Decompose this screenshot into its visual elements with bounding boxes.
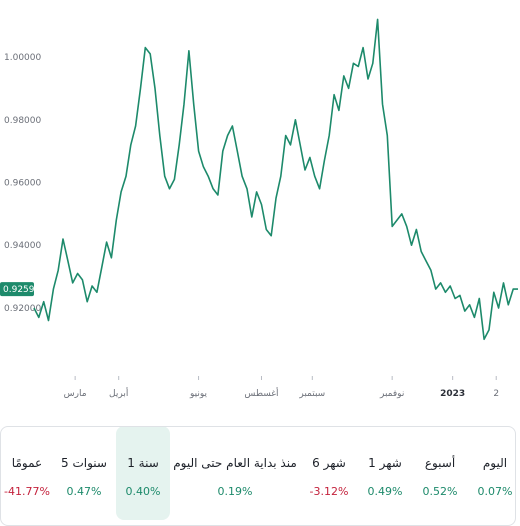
current-value-label: 0.92594 — [3, 285, 40, 295]
y-axis: 1.00000 0.98000 0.96000 0.94000 0.92000 — [4, 53, 41, 314]
period-6m[interactable]: 6 شهر -3.12% — [300, 426, 358, 520]
period-1m[interactable]: 1 شهر 0.49% — [358, 426, 412, 520]
price-line — [33, 18, 518, 341]
period-1d[interactable]: اليوم 0.07% — [468, 426, 520, 520]
current-value-badge — [0, 282, 34, 297]
period-label: 1 سنة — [127, 456, 159, 470]
period-ytd[interactable]: منذ بداية العام حتى اليوم 0.19% — [170, 426, 300, 520]
y-tick-label: 0.96000 — [4, 179, 41, 189]
y-tick-label: 0.94000 — [4, 241, 41, 251]
period-label: اليوم — [482, 456, 508, 470]
x-tick-label: نوفمبر — [379, 389, 404, 399]
x-tick-label: سبتمبر — [298, 389, 325, 399]
period-change: -3.12% — [309, 485, 349, 498]
period-change: 0.19% — [217, 485, 253, 498]
period-label: عمومًا — [11, 456, 43, 470]
period-5y[interactable]: 5 سنوات 0.47% — [52, 426, 116, 520]
x-tick-label: يونيو — [189, 389, 208, 399]
period-label: 5 سنوات — [61, 456, 107, 470]
period-change: 0.07% — [477, 485, 513, 498]
x-tick-label: 2 — [493, 389, 499, 399]
period-change: 0.49% — [367, 485, 403, 498]
period-selector: عمومًا -41.77% 5 سنوات 0.47% 1 سنة 0.40%… — [0, 426, 520, 520]
period-label: منذ بداية العام حتى اليوم — [173, 456, 297, 470]
x-tick-label: أغسطس — [244, 387, 278, 399]
price-chart[interactable]: 1.00000 0.98000 0.96000 0.94000 0.92000 مارس… — [0, 0, 520, 410]
x-axis: مارس أبريل يونيو أغسطس سبتمبر نوفمبر 2023 2 — [64, 376, 499, 399]
period-change: 0.52% — [422, 485, 458, 498]
x-tick-label: مارس — [64, 389, 87, 399]
period-1w[interactable]: أسبوع 0.52% — [412, 426, 468, 520]
y-tick-label: 0.92000 — [4, 304, 41, 314]
period-change: -41.77% — [4, 485, 50, 498]
period-label: 6 شهر — [312, 456, 346, 470]
current-value-marker: 0.92594 — [0, 282, 40, 297]
y-tick-label: 1.00000 — [4, 53, 41, 63]
period-1y[interactable]: 1 سنة 0.40% — [116, 426, 170, 520]
period-label: 1 شهر — [368, 456, 402, 470]
period-change: 0.40% — [125, 485, 161, 498]
period-label: أسبوع — [424, 456, 456, 470]
y-tick-label: 0.98000 — [4, 116, 41, 126]
x-tick-label: 2023 — [440, 389, 465, 399]
period-change: 0.47% — [66, 485, 102, 498]
x-tick-label: أبريل — [109, 387, 128, 399]
period-all[interactable]: عمومًا -41.77% — [2, 426, 52, 520]
